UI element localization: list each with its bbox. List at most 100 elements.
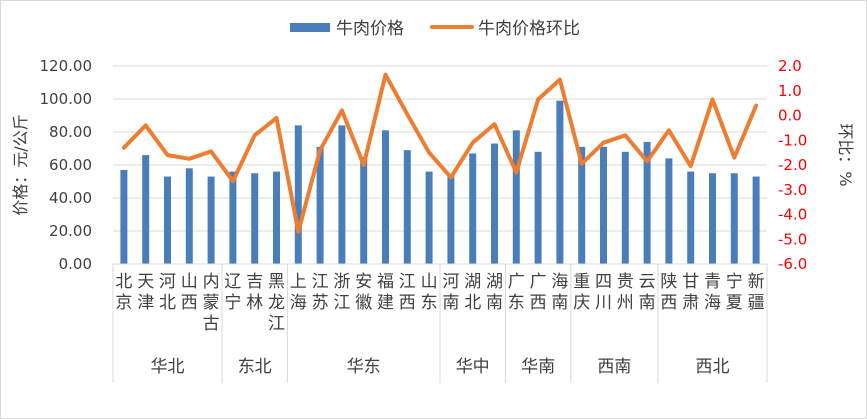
category-label: 西: [530, 293, 547, 313]
bar: [251, 173, 259, 264]
category-label: 辽: [224, 272, 241, 292]
category-label: 江: [312, 272, 329, 292]
legend-label: 牛肉价格: [336, 19, 404, 39]
category-label: 南: [639, 293, 656, 313]
category-label: 疆: [748, 293, 765, 313]
axis-titles: 价格：元/公斤 环比：%: [11, 114, 855, 215]
category-label: 海: [704, 293, 721, 313]
category-label: 北: [159, 293, 176, 313]
right-axis-ticks: -6.0 -5.0 -4.0 -3.0 -2.0 -1.0 0.0 1.0 2.0: [778, 57, 807, 273]
group-label: 华南: [521, 357, 555, 377]
category-label: 广: [530, 272, 547, 292]
bar: [491, 143, 498, 264]
bar: [687, 171, 695, 264]
right-tick-label: 0.0: [778, 107, 802, 125]
bar: [273, 171, 280, 264]
category-label: 江: [399, 272, 416, 292]
bar: [447, 174, 455, 264]
group-label: 华中: [456, 357, 490, 377]
category-label: 宁: [726, 272, 743, 292]
category-label: 南: [486, 293, 503, 313]
bar: [142, 155, 150, 264]
category-label: 黑: [268, 272, 285, 292]
category-label: 夏: [726, 293, 743, 313]
bar: [556, 100, 564, 265]
left-tick-label: 120.00: [40, 57, 93, 75]
category-label: 甘: [682, 272, 699, 292]
bar: [207, 176, 215, 264]
category-label: 肃: [682, 293, 699, 313]
left-tick-label: 100.00: [40, 90, 93, 108]
group-label: 华北: [151, 357, 185, 377]
category-label: 福: [377, 272, 394, 292]
right-tick-label: -2.0: [778, 156, 807, 174]
bar: [752, 176, 760, 264]
bar: [316, 146, 324, 264]
left-tick-label: 80.00: [49, 123, 92, 141]
category-label: 北: [115, 272, 132, 292]
bar: [185, 168, 193, 264]
category-label: 天: [137, 272, 154, 292]
legend: 牛肉价格 牛肉价格环比: [290, 19, 580, 39]
category-label: 古: [203, 314, 220, 334]
category-label: 四: [595, 272, 612, 292]
category-label: 东: [508, 293, 525, 313]
category-label: 内: [203, 272, 220, 292]
category-label: 重: [573, 272, 590, 292]
category-label: 海: [551, 272, 568, 292]
category-label: 新: [748, 272, 765, 292]
category-label: 山: [421, 272, 438, 292]
category-label: 广: [508, 272, 525, 292]
category-label: 江: [333, 293, 350, 313]
category-label: 湖: [464, 272, 481, 292]
bar: [164, 176, 171, 264]
category-label: 陕: [660, 272, 677, 292]
category-label: 北: [464, 293, 481, 313]
bar: [578, 146, 586, 264]
left-tick-label: 0.00: [59, 255, 92, 273]
bar: [382, 130, 389, 264]
line-path: [121, 72, 759, 234]
right-tick-label: -3.0: [778, 181, 807, 199]
category-label: 吉: [246, 272, 263, 292]
bar: [534, 151, 542, 264]
bar: [469, 153, 477, 264]
right-tick-label: -4.0: [778, 206, 807, 224]
group-labels: 华北 东北 华东 华中 华南 西南 西北: [151, 357, 730, 377]
category-label: 南: [551, 293, 568, 313]
category-label: 海: [290, 293, 307, 313]
category-label: 上: [290, 272, 307, 292]
left-tick-label: 20.00: [49, 222, 92, 240]
bar: [229, 171, 237, 264]
bar: [360, 156, 368, 264]
bar: [730, 173, 738, 264]
category-label: 山: [181, 272, 198, 292]
category-label: 贵: [617, 272, 634, 292]
category-label: 南: [442, 293, 459, 313]
axes: [112, 263, 768, 383]
left-axis-title: 价格：元/公斤: [11, 114, 30, 215]
category-label: 河: [442, 272, 459, 292]
bar: [621, 151, 629, 264]
bar: [338, 125, 346, 265]
bar: [709, 173, 716, 264]
category-label: 东: [421, 293, 438, 313]
right-tick-label: 1.0: [778, 82, 802, 100]
line-series: [121, 72, 759, 234]
category-label: 京: [115, 293, 132, 313]
category-label: 青: [704, 272, 721, 292]
right-tick-label: -1.0: [778, 131, 807, 149]
right-tick-label: -5.0: [778, 230, 807, 248]
bar: [665, 158, 673, 264]
category-label: 西: [660, 293, 677, 313]
left-axis-ticks: 0.00 20.00 40.00 60.00 80.00 100.00 120.00: [40, 57, 93, 273]
category-label: 州: [617, 293, 634, 313]
category-label: 林: [246, 293, 263, 313]
group-label: 西南: [597, 357, 631, 377]
category-label: 宁: [224, 293, 241, 313]
bar: [643, 141, 651, 264]
legend-label: 牛肉价格环比: [478, 19, 580, 39]
category-label: 云: [639, 272, 656, 292]
category-label: 龙: [268, 293, 285, 313]
right-axis-title: 环比：%: [836, 123, 855, 186]
